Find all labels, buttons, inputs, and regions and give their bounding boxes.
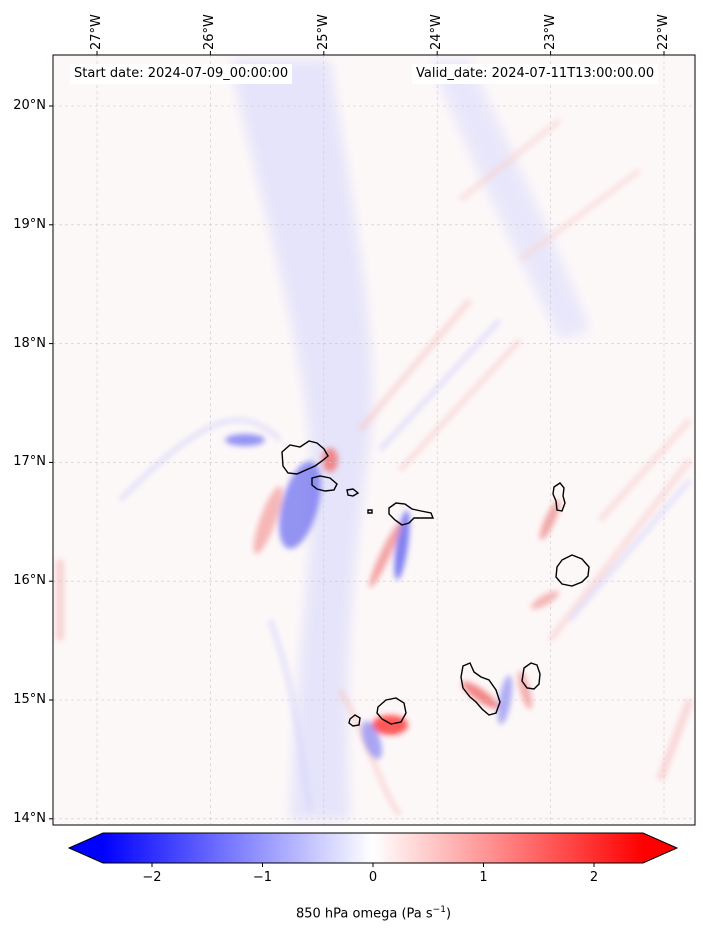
omega-field [56,60,694,820]
start-date-label: Start date: 2024-07-09_00:00:00 [70,64,293,84]
lon-tick-label: 27°W [89,14,104,50]
lon-tick-label: 22°W [656,14,671,50]
colorbar-tick-label: −2 [142,870,162,885]
island-raso [367,509,373,514]
colorbar-tick-label: −1 [252,870,273,885]
gridlines [53,55,695,825]
colorbar-gradient [103,833,643,863]
island-maio [521,662,541,690]
lon-tick-label: 25°W [315,14,331,50]
coastlines [281,440,590,727]
island-sal [552,482,566,512]
colorbar-tick-label: 1 [479,870,488,885]
colorbar-tick-label: 2 [589,870,599,885]
island-fogo [376,697,407,725]
lon-tick-label: 24°W [429,14,445,50]
lat-tick-label: 18°N [13,335,46,351]
lon-tick-label: 26°W [202,14,218,50]
lat-tick-label: 16°N [13,573,46,589]
colorbar-extend-high [643,833,677,863]
colorbar-extend-low [69,833,103,863]
island-santa-luzia [346,488,360,497]
colorbar-outline [67,832,679,864]
axis-ticks [49,51,665,820]
lat-tick-label: 20°N [13,98,46,113]
lat-tick-label: 15°N [13,692,46,707]
lat-tick-label: 19°N [13,216,46,232]
lat-tick-label: 14°N [13,810,46,826]
island-sao-vicente [311,475,338,492]
map-frame [52,54,696,826]
valid-date-label: Valid_date: 2024-07-11T13:00:00.00 [412,64,659,84]
lon-tick-label: 23°W [542,14,558,50]
island-santo-antao [281,440,329,475]
island-boa-vista [555,554,590,587]
map-background [53,55,695,825]
lat-tick-label: 17°N [13,454,46,470]
colorbar-tick-label: 0 [368,870,378,885]
island-brava [348,714,361,727]
island-santiago [460,662,501,716]
colorbar-label: 850 hPa omega (Pa s−1) [295,905,452,922]
island-sao-nicolau [388,502,435,526]
colorbar [67,832,679,867]
